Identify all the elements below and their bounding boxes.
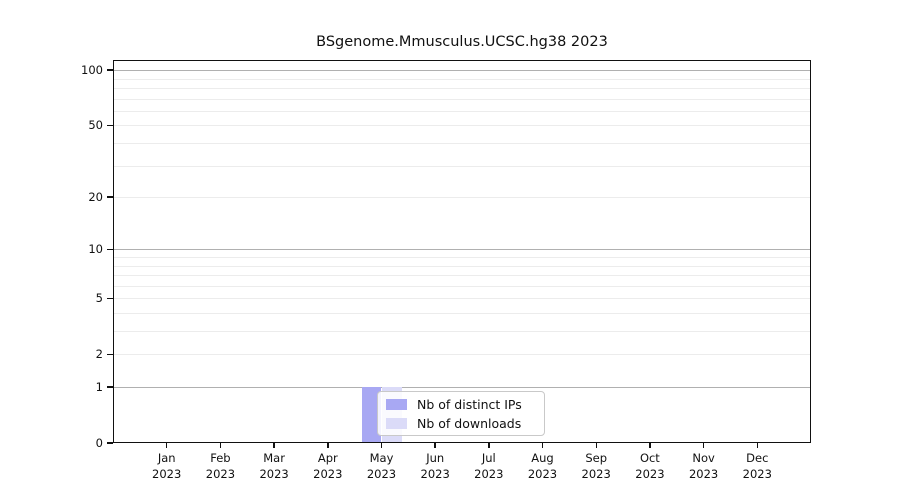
x-axis-year-text: 2023 [259,467,289,481]
x-axis-year-text: 2023 [366,467,397,481]
y-axis-tick-label: 0 [95,436,103,450]
legend-swatch-distinct-ips-icon [386,398,407,410]
gridline-minor [113,331,811,332]
y-axis-tick-label: 1 [95,380,103,394]
gridline-major [113,249,811,251]
y-axis-tick-mark [107,124,113,127]
x-axis-tick-label: Nov 2023 [676,450,732,482]
y-axis-tick-label: 100 [81,63,103,78]
legend-label-downloads: Nb of downloads [417,415,522,431]
y-axis-tick-label: 50 [88,118,103,133]
x-axis-year-text: 2023 [527,467,558,481]
plot-area: 0 1 2 5 10 20 50 100 Jan 2023 Feb 2023 Mar 2023 Apr 202… [81,60,811,481]
x-axis-tick-mark [649,443,651,448]
x-axis-tick-mark [702,443,705,448]
x-axis-year-text: 2023 [205,467,236,481]
gridline-minor [113,78,811,80]
x-axis-month-text: Feb [210,451,231,465]
legend-item-distinct-ips: Nb of distinct IPs [386,397,536,412]
x-axis-year-text: 2023 [742,467,772,481]
gridline-major [113,387,811,388]
x-axis-year-text: 2023 [635,467,665,481]
y-axis-tick-label: 10 [88,242,103,257]
x-axis-tick-label: Feb 2023 [192,450,248,482]
x-axis-year-text: 2023 [420,467,450,481]
y-axis-tick-label: 2 [95,347,103,362]
x-axis-year-text: 2023 [152,467,182,481]
x-axis-tick-label: Aug 2023 [515,450,571,482]
x-axis-tick-label: Jun 2023 [407,450,463,482]
x-axis-month-text: Sep [585,451,608,465]
legend-label-distinct-ips: Nb of distinct IPs [417,396,522,412]
y-axis-tick-mark [107,196,113,198]
y-axis-tick-label: 5 [95,291,103,306]
x-axis-year-text: 2023 [313,467,343,481]
x-axis-month-text: Apr [317,451,338,465]
x-axis-tick-label: Jul 2023 [461,450,517,482]
x-axis-tick-label: May 2023 [354,450,410,482]
gridline-minor [113,143,811,144]
x-axis-year-text: 2023 [581,467,611,481]
x-axis-month-text: Jan [157,451,176,465]
x-axis-month-text: Aug [531,451,554,465]
y-axis-tick-mark [107,69,113,71]
gridline-minor [113,98,811,100]
x-axis-month-text: Oct [639,451,660,465]
x-axis-tick-label: Apr 2023 [300,450,356,482]
x-axis-month-text: Dec [746,451,769,465]
chart-title: BSgenome.Mmusculus.UCSC.hg38 2023 [316,34,608,50]
x-axis-tick-mark [541,443,544,448]
x-axis-tick-label: Dec 2023 [729,450,785,482]
x-axis-month-text: Nov [692,451,715,465]
gridline-minor [113,197,811,198]
gridline-minor [113,125,811,127]
gridline-minor [113,88,811,89]
x-axis-tick-mark [488,443,490,448]
x-axis-tick-mark [380,443,383,448]
legend-swatch-downloads-icon [386,417,407,429]
x-axis-tick-mark [756,443,759,448]
x-axis-month-text: May [369,451,394,465]
gridline-minor [113,110,811,112]
gridline-minor [113,354,811,356]
x-axis-tick-label: Jan 2023 [139,450,195,482]
x-axis-tick-label: Oct 2023 [622,450,678,482]
y-axis-tick-mark [107,353,113,355]
x-axis-tick-label: Sep 2023 [568,450,624,482]
x-axis-tick-mark [273,443,275,448]
y-axis-tick-label: 20 [88,190,103,204]
y-axis-tick-mark [107,442,113,444]
x-axis-tick-mark [219,443,222,448]
gridline-minor [113,275,811,276]
x-axis-tick-label: Mar 2023 [246,450,302,482]
bar-nb-of-distinct-ips-may [361,387,381,443]
gridline-major [113,70,811,72]
gridline-minor [113,285,811,287]
x-axis-month-text: Jun [426,451,445,465]
x-axis-tick-mark [434,443,436,448]
x-axis-month-text: Mar [263,451,285,465]
gridline-minor [113,165,811,167]
gridline-minor [113,265,811,267]
x-axis-tick-mark [165,443,168,448]
gridline-minor [113,313,811,314]
gridline-minor [113,298,811,300]
x-axis-tick-mark [327,443,329,448]
legend: Nb of distinct IPs Nb of downloads [377,391,545,436]
y-axis-tick-mark [107,248,113,250]
x-axis-tick-mark [595,443,597,448]
y-axis-tick-mark [107,297,113,299]
x-axis-year-text: 2023 [688,467,719,481]
y-axis-tick-mark [107,386,113,388]
bar-layer [113,60,811,443]
x-axis-month-text: Jul [481,451,496,465]
x-axis-year-text: 2023 [474,467,504,481]
legend-item-downloads: Nb of downloads [386,416,536,431]
grid-layer [113,60,811,443]
gridline-minor [113,257,811,258]
